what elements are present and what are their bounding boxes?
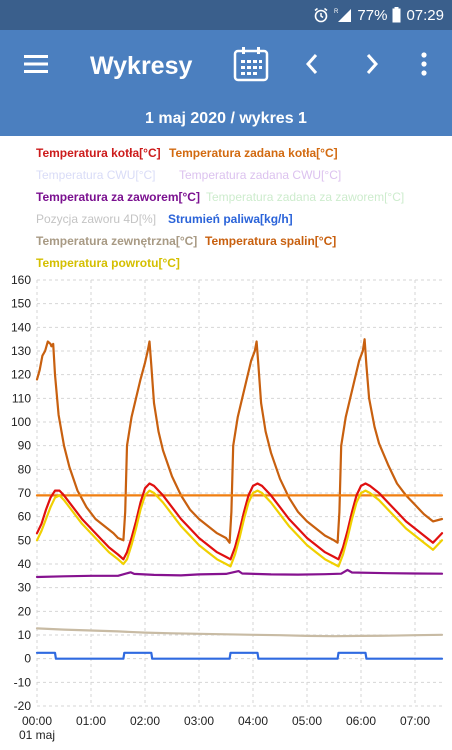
y-tick-label: 120 — [11, 368, 31, 382]
x-tick-label: 07:00 — [400, 714, 430, 728]
line-chart[interactable]: 1601501401301201101009080706050403020100… — [0, 270, 452, 750]
y-tick-label: 70 — [18, 486, 32, 500]
y-tick-label: 30 — [18, 581, 32, 595]
y-tick-label: 80 — [18, 462, 32, 476]
legend-item[interactable]: Temperatura kotła[°C] — [36, 146, 161, 160]
x-tick-label: 05:00 — [292, 714, 322, 728]
calendar-icon — [233, 46, 269, 87]
x-tick-date-label: 01 maj — [19, 728, 55, 742]
more-options-button[interactable] — [408, 30, 440, 102]
chevron-right-icon — [364, 53, 380, 80]
svg-text:R: R — [334, 9, 339, 15]
y-tick-label: 20 — [18, 604, 32, 618]
legend-item[interactable]: Temperatura za zaworem[°C] — [36, 190, 200, 204]
y-tick-label: 130 — [11, 344, 31, 358]
clock-time: 07:29 — [406, 6, 444, 24]
legend-item[interactable]: Temperatura spalin[°C] — [205, 234, 337, 248]
y-tick-label: 100 — [11, 415, 31, 429]
more-vert-icon — [420, 51, 428, 81]
series-line — [35, 338, 444, 544]
menu-button[interactable] — [14, 30, 58, 102]
x-tick-label: 03:00 — [184, 714, 214, 728]
legend-item[interactable]: Pozycja zaworu 4D[%] — [36, 212, 157, 226]
status-icons: R 77% 07:29 — [313, 5, 444, 25]
chevron-left-icon — [304, 53, 320, 80]
series-line — [35, 489, 444, 568]
y-tick-label: 10 — [18, 628, 32, 642]
x-tick-label: 00:00 — [22, 714, 52, 728]
x-tick-label: 01:00 — [76, 714, 106, 728]
page-title: Wykresy — [90, 52, 193, 80]
chart-legend: Temperatura kotła[°C] Temperatura zadana… — [0, 138, 452, 272]
y-tick-label: 140 — [11, 320, 31, 334]
y-tick-label: -20 — [14, 699, 32, 713]
legend-item[interactable]: Temperatura zadana za zaworem[°C] — [206, 190, 405, 204]
series-line — [35, 568, 444, 579]
y-tick-label: 90 — [18, 439, 32, 453]
series-line — [35, 651, 444, 660]
status-bar: R 77% 07:29 — [0, 0, 452, 30]
legend-item[interactable]: Strumień paliwa[kg/h] — [168, 212, 293, 226]
y-tick-label: -10 — [14, 675, 32, 689]
series-line — [35, 627, 444, 638]
y-tick-label: 50 — [18, 533, 32, 547]
x-tick-label: 06:00 — [346, 714, 376, 728]
calendar-button[interactable] — [228, 30, 274, 102]
y-tick-label: 60 — [18, 510, 32, 524]
legend-item[interactable]: Temperatura powrotu[°C] — [36, 256, 180, 270]
y-tick-label: 160 — [11, 273, 31, 287]
battery-text: 77% — [357, 6, 388, 24]
series-line — [35, 482, 444, 561]
legend-item[interactable]: Temperatura zewnętrzna[°C] — [36, 234, 198, 248]
legend-item[interactable]: Temperatura CWU[°C] — [36, 168, 156, 182]
x-tick-label: 04:00 — [238, 714, 268, 728]
legend-item[interactable]: Temperatura zadana CWU[°C] — [179, 168, 342, 182]
app-bar: Wykresy — [0, 30, 452, 102]
legend-item[interactable]: Temperatura zadana kotła[°C] — [169, 146, 338, 160]
y-tick-label: 110 — [12, 391, 31, 405]
battery-icon — [392, 7, 401, 23]
menu-icon — [23, 54, 49, 79]
chart-date-title: 1 maj 2020 / wykres 1 — [0, 102, 452, 136]
previous-button[interactable] — [292, 30, 332, 102]
signal-icon: R — [334, 7, 352, 23]
alarm-icon — [313, 7, 329, 23]
y-tick-label: 40 — [18, 557, 32, 571]
y-tick-label: 150 — [11, 297, 31, 311]
y-tick-label: 0 — [24, 652, 31, 666]
next-button[interactable] — [352, 30, 392, 102]
x-tick-label: 02:00 — [130, 714, 160, 728]
